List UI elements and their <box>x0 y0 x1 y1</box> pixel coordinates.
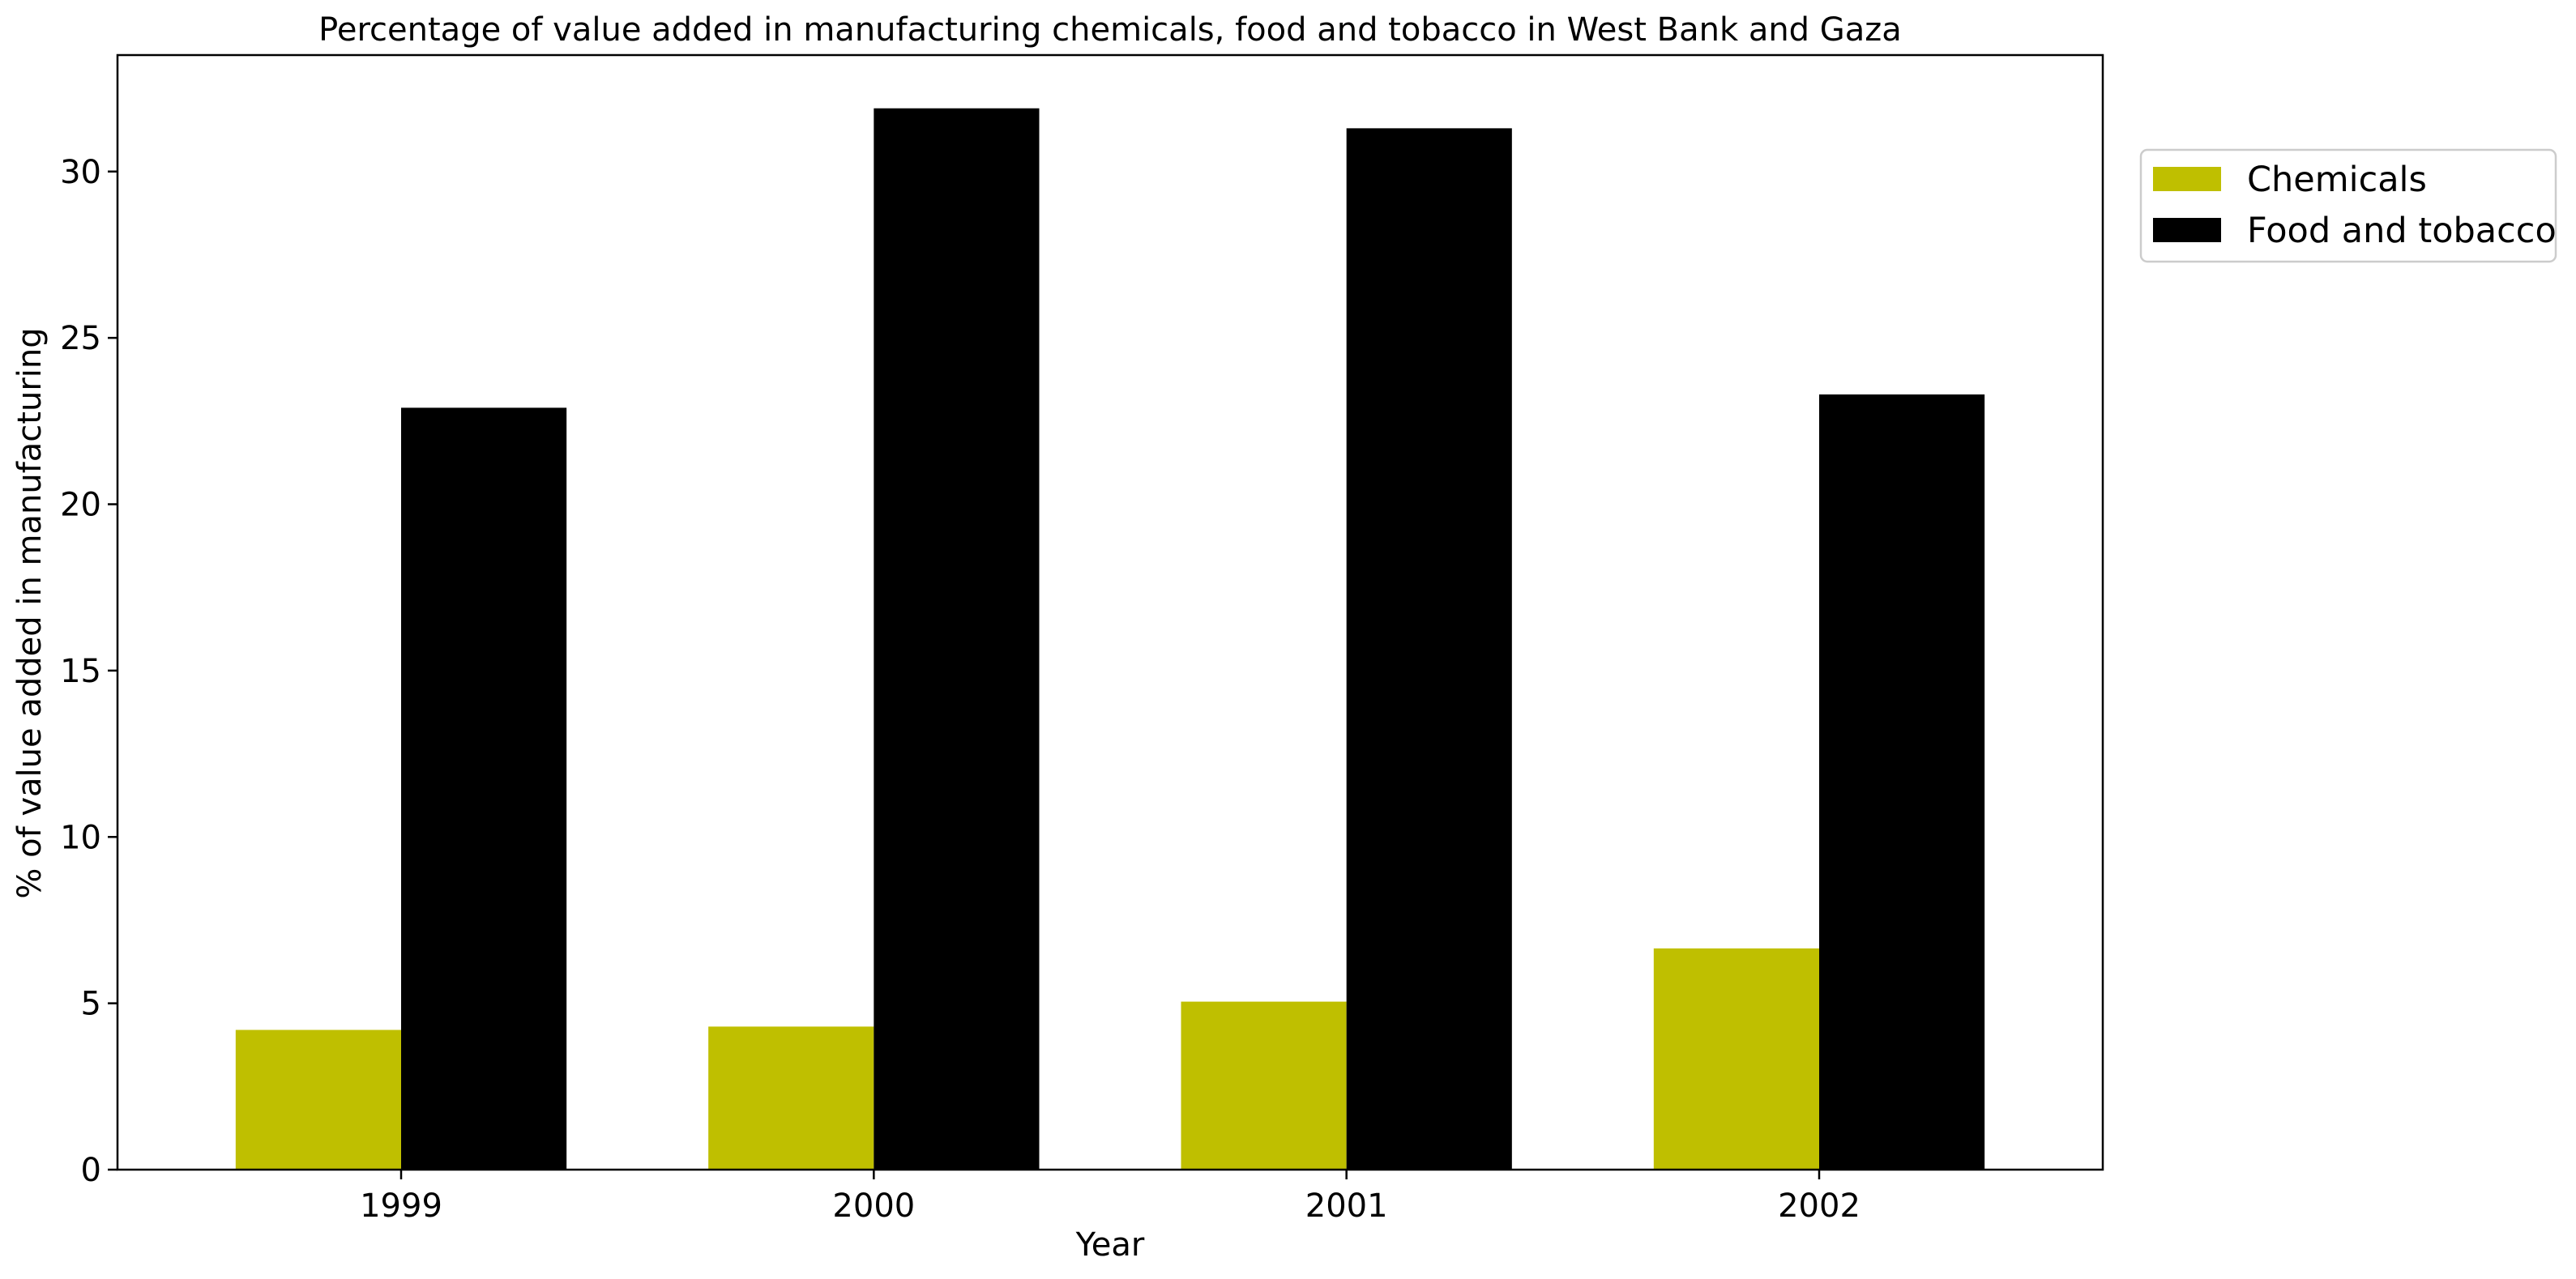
y-tick-label: 25 <box>60 320 101 357</box>
y-tick-label: 30 <box>60 154 101 191</box>
bar-food-and-tobacco-2002 <box>1819 394 1985 1170</box>
bar-food-and-tobacco-1999 <box>401 407 567 1170</box>
legend: Chemicals Food and tobacco <box>2139 148 2557 263</box>
y-tick-label: 10 <box>60 819 101 856</box>
y-axis-label: % of value added in manufacturing <box>11 327 49 898</box>
bar-food-and-tobacco-2001 <box>1346 128 1512 1170</box>
bar-chemicals-2001 <box>1181 1001 1347 1170</box>
bar-food-and-tobacco-2000 <box>874 108 1040 1170</box>
y-tick-label: 5 <box>81 986 101 1023</box>
plot-area <box>116 53 2104 1171</box>
legend-label: Food and tobacco <box>2247 211 2557 251</box>
y-tick-label: 15 <box>60 653 101 690</box>
bar-chemicals-1999 <box>235 1030 401 1170</box>
plot-frame <box>116 53 2104 1171</box>
chart-title: Percentage of value added in manufacturi… <box>318 11 1902 49</box>
x-tick-label: 1999 <box>360 1187 442 1225</box>
legend-swatch <box>2153 218 2221 242</box>
legend-label: Chemicals <box>2247 160 2427 200</box>
x-tick-label: 2001 <box>1305 1187 1388 1225</box>
y-tick-label: 20 <box>60 487 101 524</box>
legend-swatch <box>2153 167 2221 191</box>
x-axis-label: Year <box>1075 1226 1145 1264</box>
y-axis: 0 5 10 15 20 25 30 <box>60 154 117 1189</box>
x-tick-label: 2000 <box>832 1187 915 1225</box>
y-tick-label: 0 <box>81 1152 101 1189</box>
bar-chemicals-2000 <box>708 1026 874 1170</box>
bar-chemicals-2002 <box>1653 948 1819 1170</box>
x-axis: 1999 2000 2001 2002 <box>360 1170 1860 1225</box>
x-tick-label: 2002 <box>1778 1187 1860 1225</box>
legend-frame <box>2139 148 2557 263</box>
